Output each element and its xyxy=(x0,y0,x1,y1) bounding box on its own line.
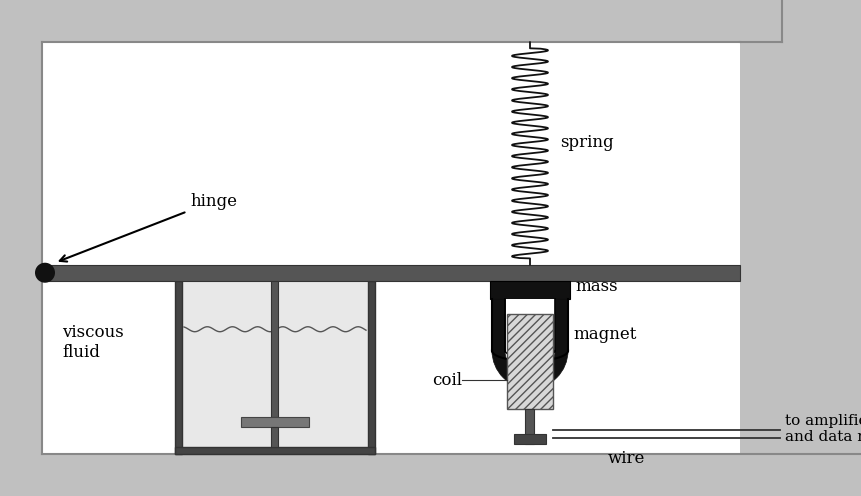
Text: magnet: magnet xyxy=(573,326,635,343)
Text: wire: wire xyxy=(607,450,645,467)
Bar xyxy=(0,454,861,496)
Text: spring: spring xyxy=(560,134,613,151)
Text: viscous
fluid: viscous fluid xyxy=(62,324,124,361)
Bar xyxy=(506,313,553,409)
Bar xyxy=(525,409,534,444)
Text: hinge: hinge xyxy=(59,193,237,261)
Bar xyxy=(505,299,554,351)
Text: coil: coil xyxy=(431,372,461,389)
Text: to amplifier
and data recorder: to amplifier and data recorder xyxy=(784,414,861,444)
Bar xyxy=(42,265,739,281)
Bar xyxy=(42,42,739,454)
Text: mass: mass xyxy=(574,278,617,295)
Bar xyxy=(513,434,545,444)
Bar xyxy=(271,427,278,447)
Bar xyxy=(0,0,739,42)
Bar xyxy=(182,281,368,447)
Wedge shape xyxy=(492,351,567,389)
Bar xyxy=(739,0,781,42)
Bar xyxy=(489,281,569,299)
Circle shape xyxy=(35,263,55,283)
Bar xyxy=(0,0,42,496)
Bar xyxy=(175,281,182,454)
Bar xyxy=(175,447,375,454)
Bar xyxy=(241,417,308,427)
Bar xyxy=(492,299,505,351)
Bar xyxy=(368,281,375,454)
Bar xyxy=(271,281,278,417)
Bar xyxy=(554,299,567,351)
